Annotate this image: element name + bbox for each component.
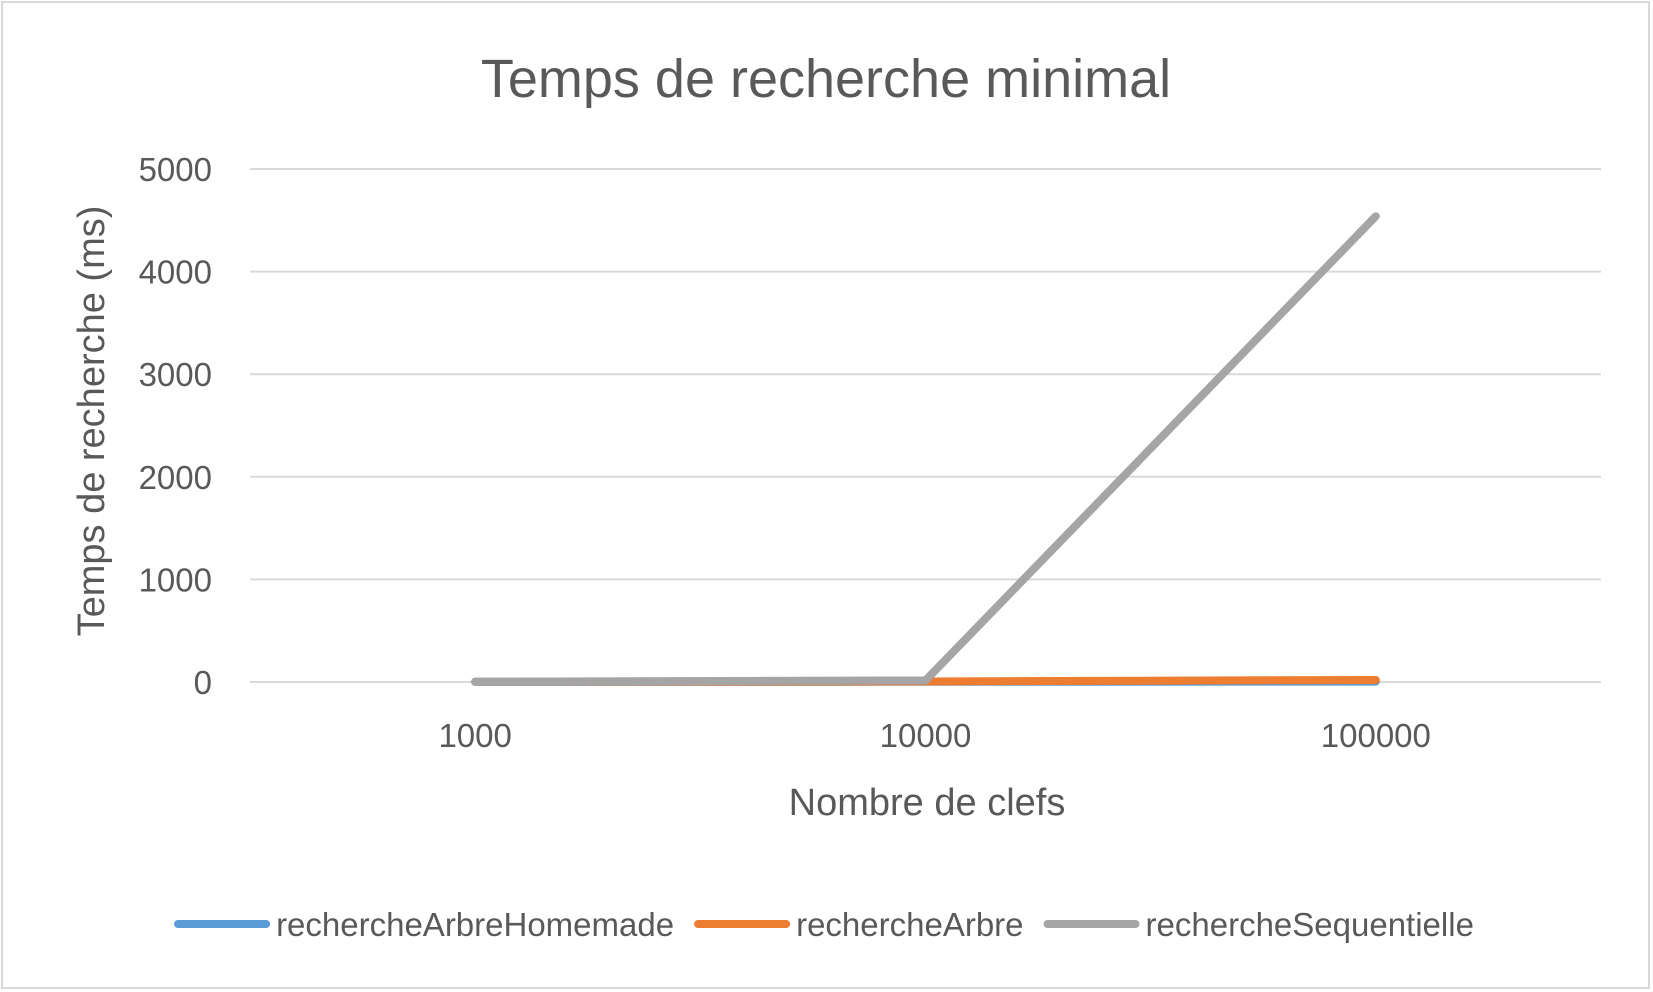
- legend-label: rechercheArbreHomemade: [276, 906, 674, 943]
- y-tick-label: 4000: [139, 254, 212, 291]
- legend-label: rechercheSequentielle: [1146, 906, 1474, 943]
- data-point: [474, 681, 476, 683]
- y-tick-label: 2000: [139, 459, 212, 496]
- series-lines: [471, 212, 1380, 686]
- x-tick-label: 100000: [1321, 717, 1431, 754]
- y-tick-label: 0: [194, 664, 212, 701]
- y-tick-label: 1000: [139, 561, 212, 598]
- y-axis-tick-labels: 0 1000 2000 3000 4000 5000: [139, 151, 212, 701]
- legend-item: rechercheSequentielle: [1043, 906, 1474, 943]
- series-line-2: [471, 212, 1380, 686]
- data-point: [925, 679, 926, 681]
- x-tick-label: 10000: [880, 717, 972, 754]
- x-axis-label: Nombre de clefs: [789, 782, 1066, 824]
- legend-item: rechercheArbreHomemade: [174, 906, 674, 943]
- x-tick-label: 1000: [438, 717, 511, 754]
- legend: rechercheArbreHomemade rechercheArbre rech…: [174, 906, 1474, 943]
- y-axis-label: Temps de recherche (ms): [71, 206, 113, 637]
- data-point: [1375, 215, 1377, 217]
- y-tick-label: 3000: [139, 356, 212, 393]
- data-point: [1375, 679, 1377, 681]
- gridlines: [250, 168, 1601, 683]
- legend-label: rechercheArbre: [796, 906, 1023, 943]
- x-axis-tick-labels: 1000 10000 100000: [438, 717, 1430, 754]
- y-tick-label: 5000: [139, 151, 212, 188]
- chart-title: Temps de recherche minimal: [481, 49, 1171, 109]
- legend-item: rechercheArbre: [694, 906, 1024, 943]
